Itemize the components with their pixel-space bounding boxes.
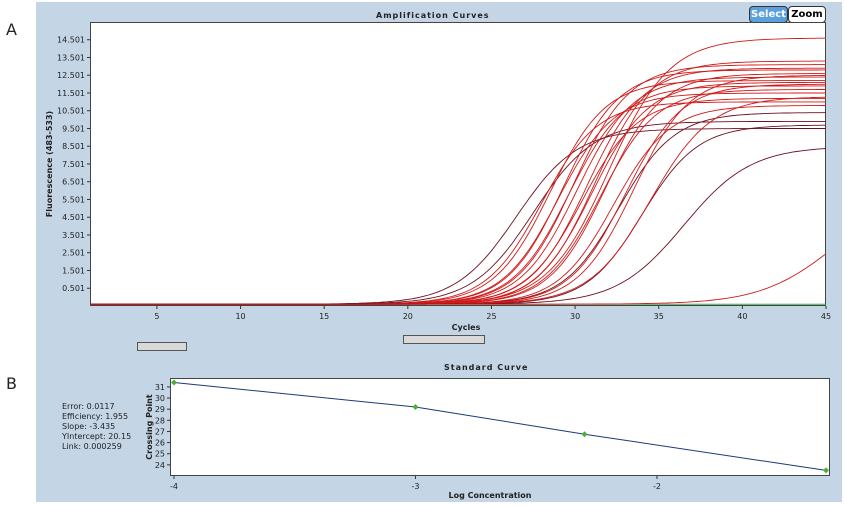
- y-tick-label: 12.501: [57, 71, 85, 80]
- standard-point-2[interactable]: [412, 403, 419, 410]
- std-y-tick-label: 25: [155, 450, 165, 459]
- standard-point-3[interactable]: [581, 431, 588, 438]
- x-tick-label: 20: [403, 312, 413, 321]
- std-x-tick-label: -3: [411, 482, 419, 491]
- x-tick-label: 45: [821, 312, 831, 321]
- y-tick-label: 7.501: [62, 160, 85, 169]
- x-axis-label: Cycles: [452, 323, 481, 332]
- panel-label-a: A: [6, 20, 17, 39]
- std-y-tick-label: 26: [155, 439, 165, 448]
- y-axis-label: Fluorescence (483-533): [45, 111, 54, 217]
- stat-yintercept: YIntercept: 20.15: [62, 432, 132, 441]
- stat-link: Link: 0.000259: [62, 442, 122, 451]
- amplification-chart-title: Amplification Curves: [376, 11, 490, 20]
- x-tick-label: 25: [486, 312, 496, 321]
- std-y-tick-label: 28: [155, 416, 165, 425]
- std-x-tick-label: -2: [653, 482, 661, 491]
- y-tick-label: 2.501: [62, 249, 85, 258]
- std-y-tick-label: 29: [155, 405, 165, 414]
- stat-slope: Slope: -3.435: [62, 422, 116, 431]
- standard-curve-line: [173, 382, 827, 471]
- y-tick-label: 3.501: [62, 231, 85, 240]
- y-tick-label: 10.501: [57, 107, 85, 116]
- y-tick-label: 6.501: [62, 178, 85, 187]
- stat-error: Error: 0.0117: [62, 402, 115, 411]
- horizontal-scrollbar-left[interactable]: [137, 342, 187, 351]
- y-tick-label: 1.501: [62, 266, 85, 275]
- x-tick-label: 35: [654, 312, 664, 321]
- std-y-tick-label: 31: [155, 383, 165, 392]
- std-x-tick-label: -4: [170, 482, 178, 491]
- amplification-plot-area[interactable]: [90, 22, 826, 306]
- y-tick-label: 0.501: [62, 284, 85, 293]
- standard-curve-title: Standard Curve: [444, 363, 529, 372]
- x-tick-label: 30: [570, 312, 580, 321]
- standard-point-1[interactable]: [171, 379, 177, 386]
- y-tick-label: 14.501: [57, 36, 85, 45]
- panel-label-b: B: [6, 374, 17, 393]
- std-y-axis-label: Crossing Point: [145, 394, 154, 460]
- y-tick-label: 11.501: [57, 89, 85, 98]
- std-y-tick-label: 30: [155, 394, 165, 403]
- y-tick-label: 8.501: [62, 142, 85, 151]
- std-y-tick-label: 27: [155, 427, 165, 436]
- std-x-axis-label: Log Concentration: [449, 491, 532, 500]
- regression-stats: Error: 0.0117 Efficiency: 1.955 Slope: -…: [62, 402, 131, 452]
- y-tick-label: 5.501: [62, 195, 85, 204]
- stat-efficiency: Efficiency: 1.955: [62, 412, 129, 421]
- amplification-chart-svg: 0.501 1.501 2.501 3.501 4.501 5.501 6.501 7.501…: [45, 36, 831, 332]
- standard-point-4[interactable]: [823, 467, 829, 474]
- y-tick-label: 13.501: [57, 53, 85, 62]
- x-tick-label: 15: [319, 312, 329, 321]
- x-tick-label: 40: [737, 312, 747, 321]
- amplification-curve-24: [90, 253, 827, 305]
- standard-curve-plot-area[interactable]: [170, 378, 830, 476]
- y-tick-label: 9.501: [62, 124, 85, 133]
- std-y-tick-label: 24: [155, 461, 165, 470]
- horizontal-scrollbar-center[interactable]: [403, 335, 485, 344]
- x-tick-label: 5: [154, 312, 159, 321]
- y-tick-label: 4.501: [62, 213, 85, 222]
- x-tick-label: 10: [235, 312, 245, 321]
